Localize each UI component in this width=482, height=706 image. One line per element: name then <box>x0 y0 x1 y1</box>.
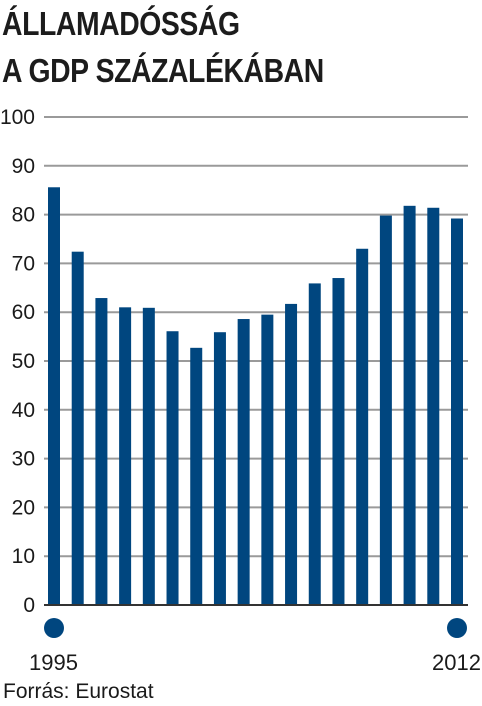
bar <box>356 248 369 604</box>
y-tick-label: 100 <box>0 106 35 129</box>
y-tick-label: 0 <box>23 594 35 617</box>
bar <box>285 303 298 604</box>
y-tick-label: 30 <box>12 448 35 471</box>
y-tick-label: 90 <box>12 155 35 178</box>
bar <box>403 205 416 605</box>
title-line-1: ÁLLAMADÓSSÁG <box>2 5 240 42</box>
y-tick-label: 60 <box>12 301 35 324</box>
bar <box>119 307 132 604</box>
y-tick-label: 50 <box>12 350 35 373</box>
x-tick-label: 1995 <box>29 650 78 675</box>
bar <box>71 251 84 605</box>
y-tick-label: 40 <box>12 399 35 422</box>
bar <box>308 283 321 604</box>
title-line-2: A GDP SZÁZALÉKÁBAN <box>2 52 324 89</box>
y-tick-label: 70 <box>12 252 35 275</box>
start-year-marker <box>44 618 64 638</box>
y-tick-label: 80 <box>12 204 35 227</box>
bar <box>213 332 226 604</box>
bar <box>142 307 155 604</box>
bar <box>261 314 274 604</box>
source-note: Forrás: Eurostat <box>3 680 154 703</box>
x-tick-label: 2012 <box>432 650 481 675</box>
bar <box>332 278 345 604</box>
bar <box>95 298 108 604</box>
bar <box>237 319 250 604</box>
y-tick-label: 20 <box>12 496 35 519</box>
chart-title: ÁLLAMADÓSSÁG A GDP SZÁZALÉKÁBAN <box>2 0 324 94</box>
bar <box>190 347 203 604</box>
bar <box>379 215 392 605</box>
bar <box>427 207 440 604</box>
bar <box>48 187 60 604</box>
y-tick-label: 10 <box>12 545 35 568</box>
bar <box>166 331 179 604</box>
end-year-marker <box>447 618 467 638</box>
bar <box>451 218 463 604</box>
